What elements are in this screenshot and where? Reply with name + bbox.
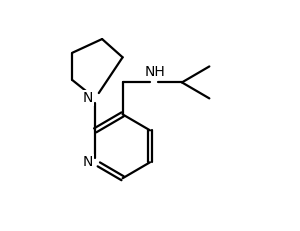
Text: NH: NH — [144, 65, 165, 79]
Text: N: N — [82, 91, 93, 105]
Text: N: N — [82, 155, 93, 169]
